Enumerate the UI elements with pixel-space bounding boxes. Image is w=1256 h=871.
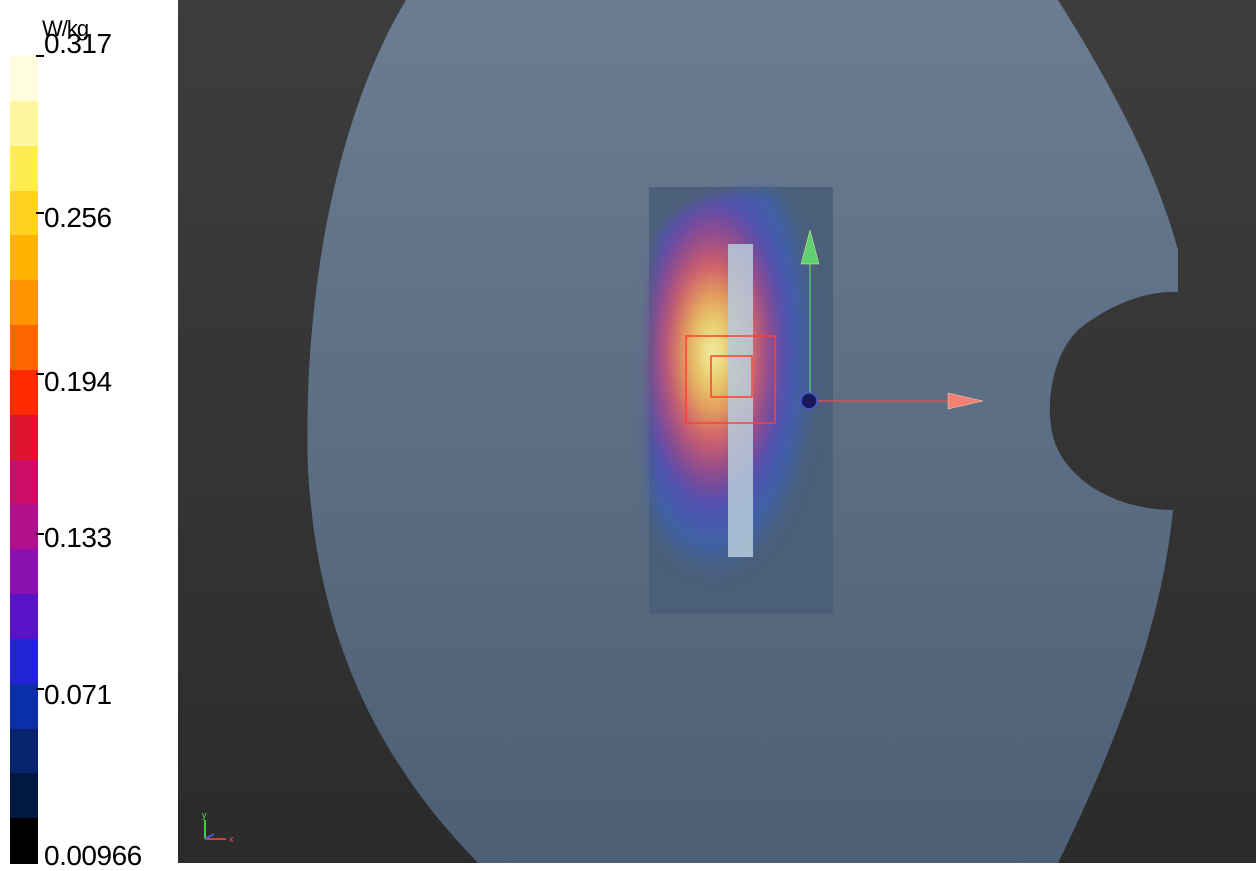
legend-color-bar: [10, 56, 38, 864]
orientation-triad: y x: [202, 810, 234, 844]
legend-swatch: [10, 818, 38, 864]
legend-swatch: [10, 683, 38, 730]
color-legend: W/kg 0.317 0.256 0.194 0.133 0.071 0.009…: [0, 0, 178, 870]
zoom-scan-outer-box: [685, 335, 776, 424]
legend-swatch: [10, 504, 38, 551]
legend-unit-label: W/kg: [42, 16, 89, 41]
legend-swatch: [10, 414, 38, 461]
legend-swatch: [10, 594, 38, 640]
3d-viewport[interactable]: y x: [178, 0, 1256, 863]
legend-tick-mark: [36, 212, 44, 214]
legend-swatch: [10, 638, 38, 685]
legend-tick-5: 0.071: [44, 679, 112, 710]
legend-swatch: [10, 773, 38, 820]
legend-swatch: [10, 100, 38, 147]
legend-tick-3: 0.194: [44, 366, 112, 397]
y-axis-arrow-head: [800, 229, 820, 265]
triad-y-label: y: [202, 810, 207, 820]
device-antenna: [728, 244, 753, 557]
legend-tick-min: 0.00966: [44, 840, 142, 871]
legend-swatch: [10, 325, 38, 371]
legend-swatch: [10, 235, 38, 282]
legend-swatch: [10, 549, 38, 595]
origin-marker: [800, 392, 818, 410]
x-axis-arrow-head: [947, 392, 984, 410]
legend-swatch: [10, 280, 38, 326]
zoom-scan-inner-box: [710, 355, 753, 398]
legend-tick-4: 0.133: [44, 522, 112, 553]
triad-x-label: x: [229, 834, 234, 844]
legend-swatch: [10, 145, 38, 192]
legend-swatch: [10, 190, 38, 237]
legend-tick-mark: [36, 533, 44, 535]
legend-swatch: [10, 459, 38, 506]
legend-tick-max: 0.317: [44, 28, 112, 59]
legend-tick-mark: [36, 373, 44, 375]
legend-swatch: [10, 369, 38, 416]
scene-canvas[interactable]: y x: [178, 0, 1256, 863]
legend-tick-mark: [36, 55, 44, 57]
legend-tick-mark: [36, 688, 44, 690]
legend-swatch: [10, 728, 38, 775]
legend-swatch: [10, 56, 38, 102]
legend-tick-2: 0.256: [44, 202, 112, 233]
